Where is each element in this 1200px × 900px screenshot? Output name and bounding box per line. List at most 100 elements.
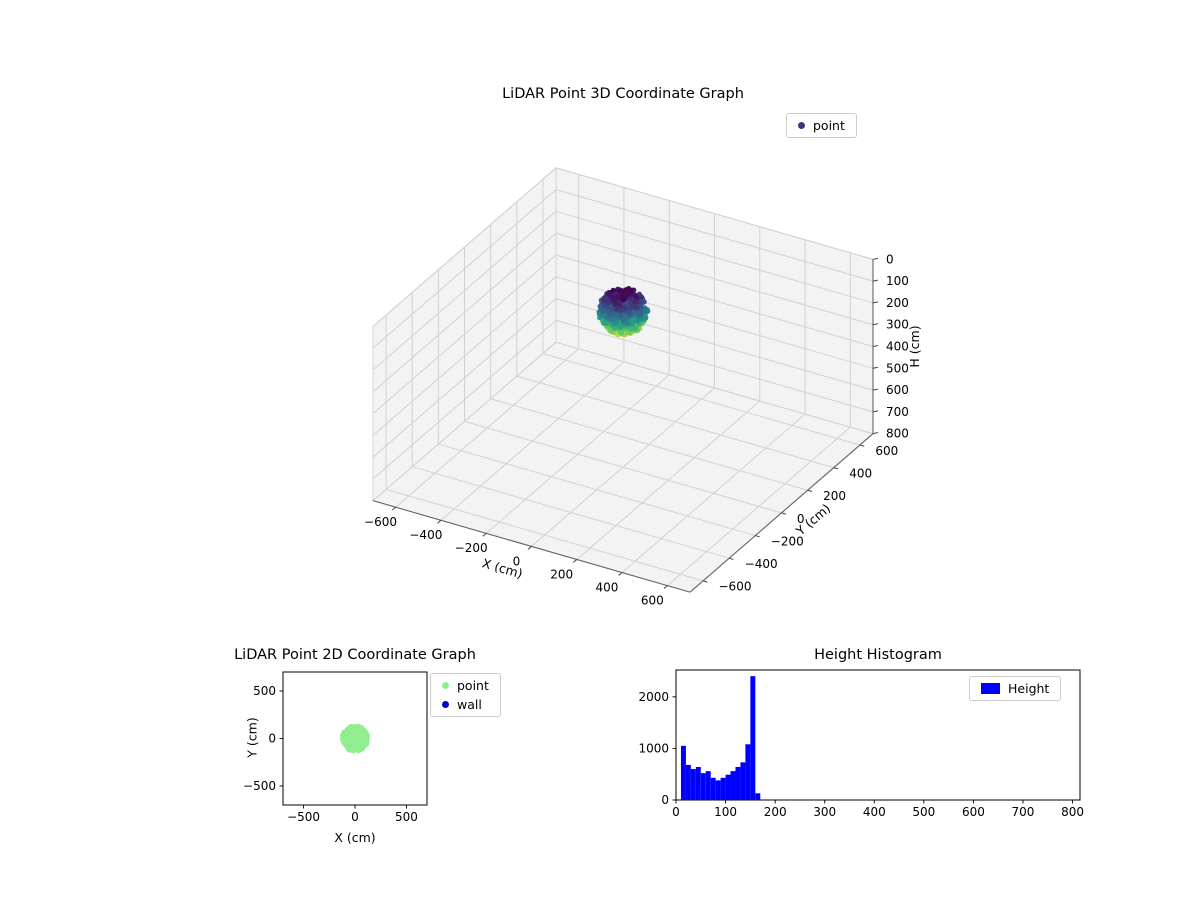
hist-bar xyxy=(705,771,711,800)
grid-h xyxy=(372,211,557,371)
h-tick xyxy=(872,257,879,260)
plot3d-legend: point xyxy=(786,113,857,138)
legend-label-point: point xyxy=(813,118,845,133)
hist-bar xyxy=(730,771,736,800)
grid-h xyxy=(372,320,557,480)
point-marker-icon xyxy=(798,122,805,129)
x-tick-label: −500 xyxy=(287,810,320,824)
h-tick-label: 300 xyxy=(886,318,909,332)
grid-h xyxy=(372,232,557,393)
x-tick xyxy=(482,532,487,537)
x-tick-label: 0 xyxy=(513,554,521,568)
h-tick xyxy=(872,323,879,326)
plot3d-title: LiDAR Point 3D Coordinate Graph xyxy=(502,86,744,102)
x-tick-label: 0 xyxy=(672,805,680,819)
x-tick xyxy=(573,559,578,563)
x-tick-label: 400 xyxy=(863,805,886,819)
y-tick xyxy=(833,467,839,470)
x-tick xyxy=(527,546,532,550)
x-tick xyxy=(391,506,396,511)
grid-h xyxy=(555,341,874,435)
y-tick-label: −600 xyxy=(719,580,752,594)
grid-h xyxy=(555,167,874,260)
grid-h xyxy=(555,319,874,413)
x-tick-label: 500 xyxy=(912,805,935,819)
h-tick-label: 400 xyxy=(886,340,909,354)
grid-h xyxy=(555,210,874,304)
x-tick-label: 200 xyxy=(764,805,787,819)
grid-h xyxy=(555,232,874,326)
hist-bar xyxy=(710,777,716,800)
h-tick-label: 100 xyxy=(886,274,909,288)
h-tick xyxy=(872,366,879,369)
y-tick-label: 0 xyxy=(797,512,805,526)
x-tick-label: −600 xyxy=(364,515,397,529)
hist-bar xyxy=(700,773,706,800)
grid-y xyxy=(438,443,756,537)
y-tick-label: 500 xyxy=(253,684,276,698)
point-cloud-2d xyxy=(339,723,370,754)
plot2d-legend: point wall xyxy=(430,673,501,717)
y-tick-label: 600 xyxy=(875,444,898,458)
x-tick-label: 600 xyxy=(962,805,985,819)
h-axis-label: H (cm) xyxy=(907,325,922,367)
y-tick-label: 2000 xyxy=(638,690,669,704)
legend-label-wall: wall xyxy=(457,697,482,712)
grid-y xyxy=(516,375,834,469)
plot2d-canvas: −500 0 500 −500 0 500 xyxy=(243,671,428,824)
legend-item-point: point xyxy=(798,118,845,133)
h-tick-label: 600 xyxy=(886,383,909,397)
h-tick-label: 200 xyxy=(886,296,909,310)
y-tick-label: 200 xyxy=(823,489,846,503)
legend-item-wall: wall xyxy=(442,697,489,712)
legend-label-height: Height xyxy=(1008,681,1050,696)
hist-bar xyxy=(745,744,751,800)
grid-y xyxy=(385,488,704,582)
x-tick-label: 300 xyxy=(813,805,836,819)
y-tick-label: −500 xyxy=(243,779,276,793)
y-tick-label: 400 xyxy=(849,467,872,481)
grid-h xyxy=(372,298,557,458)
h-tick xyxy=(872,345,879,347)
legend-item-height: Height xyxy=(981,681,1049,696)
grid-h xyxy=(372,341,557,502)
grid-h xyxy=(372,276,557,436)
h-tick xyxy=(872,388,879,391)
hist-bar xyxy=(685,764,691,800)
y-tick xyxy=(702,580,708,583)
y-tick-label: 0 xyxy=(268,732,276,746)
y-tick xyxy=(807,489,813,493)
y-tick xyxy=(859,444,865,447)
h-tick xyxy=(872,301,879,304)
h-tick-label: 0 xyxy=(886,252,894,266)
h-tick xyxy=(872,279,879,282)
wall-marker-icon xyxy=(442,701,449,708)
x-tick-label: 600 xyxy=(641,593,664,607)
histogram-title: Height Histogram xyxy=(814,647,942,663)
grid-h xyxy=(372,254,557,414)
plot3d-canvas: −600−400−2000200400600−600−400−200020040… xyxy=(364,166,922,607)
grid-h xyxy=(372,189,557,349)
x-tick xyxy=(663,585,668,589)
x-tick-label: −200 xyxy=(455,541,488,555)
h-tick-label: 800 xyxy=(886,427,909,441)
y-tick xyxy=(729,557,734,560)
x-tick-label: 200 xyxy=(550,567,573,581)
grid-h xyxy=(555,254,874,347)
x-tick-label: 100 xyxy=(714,805,737,819)
x-tick-label: 800 xyxy=(1061,805,1084,819)
grid-y xyxy=(490,398,808,491)
hist-bar xyxy=(750,676,756,800)
legend-item-point: point xyxy=(442,678,489,693)
h-tick xyxy=(872,410,879,413)
x-axis-line xyxy=(372,500,691,593)
hist-bar xyxy=(740,762,746,800)
h-tick xyxy=(872,432,879,435)
grid-h xyxy=(555,189,874,282)
x-tick-label: 400 xyxy=(596,580,619,594)
y-tick xyxy=(755,535,760,538)
plot2d-xlabel: X (cm) xyxy=(334,830,376,845)
y-tick-label: 1000 xyxy=(638,741,669,755)
legend-label-point: point xyxy=(457,678,489,693)
